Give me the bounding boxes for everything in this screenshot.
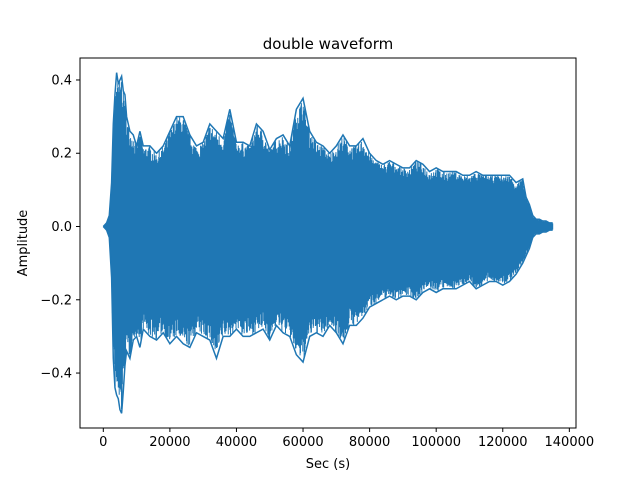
x-tick-label: 0 [99,435,107,450]
y-axis-title: Amplitude [16,210,31,277]
waveform-upper-envelope [102,72,553,228]
y-tick-label: −0.4 [40,367,72,382]
y-tick-label: 0.2 [51,147,72,162]
plot-area [102,72,554,414]
waveform-lower-envelope [102,226,553,414]
y-axis: −0.4 −0.2 0.0 0.2 0.4 [40,73,80,382]
x-tick-label: 120000 [478,435,528,450]
x-axis-title: Sec (s) [306,457,350,472]
x-tick-label: 40000 [216,435,257,450]
x-tick-label: 140000 [545,435,595,450]
x-tick-label: 100000 [411,435,461,450]
x-tick-label: 60000 [282,435,323,450]
x-tick-label: 80000 [349,435,390,450]
y-tick-label: −0.2 [40,293,72,308]
x-tick-label: 20000 [149,435,190,450]
y-tick-label: 0.0 [51,220,72,235]
x-axis: 0 20000 40000 60000 80000 100000 120000 140000 [99,428,594,450]
chart-title: double waveform [263,35,393,53]
y-tick-label: 0.4 [51,73,72,88]
plot-frame [79,57,577,429]
